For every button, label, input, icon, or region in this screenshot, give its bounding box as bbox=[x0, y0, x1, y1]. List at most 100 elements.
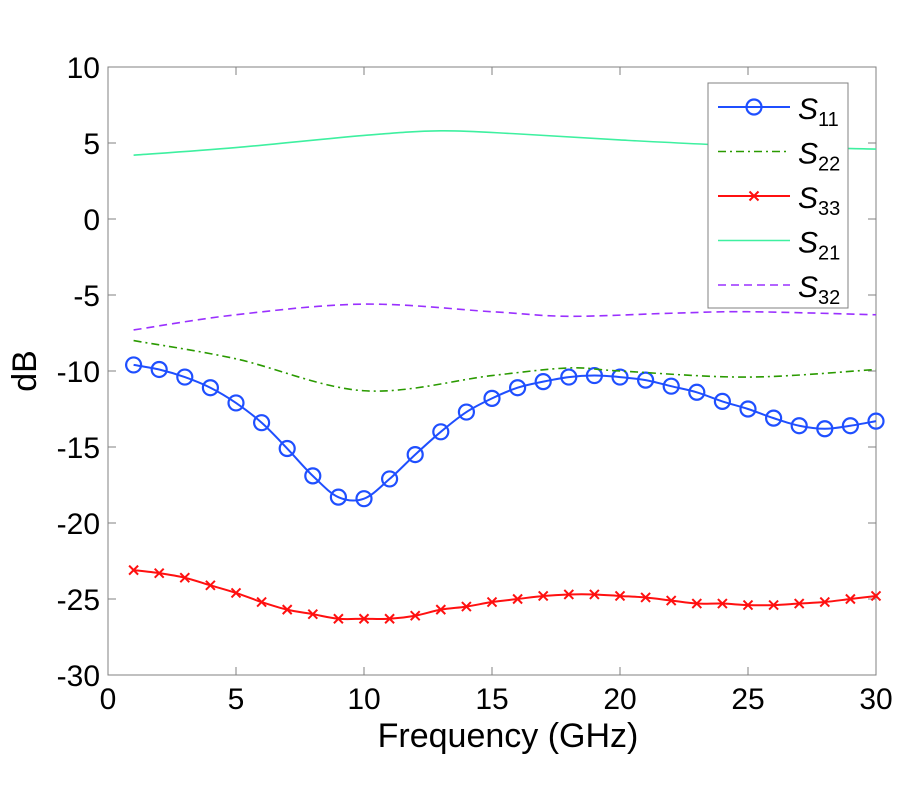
data-point bbox=[816, 420, 834, 438]
y-axis-label: dB bbox=[6, 350, 44, 392]
data-point bbox=[457, 403, 475, 421]
data-point bbox=[508, 379, 527, 397]
data-point bbox=[358, 613, 370, 624]
x-tick-label: 30 bbox=[859, 683, 892, 716]
y-tick-label: -30 bbox=[57, 660, 100, 693]
data-point bbox=[790, 417, 808, 435]
data-point bbox=[845, 593, 856, 605]
data-point bbox=[409, 610, 421, 621]
y-tick-label: -20 bbox=[57, 508, 100, 541]
data-point bbox=[256, 596, 267, 608]
data-point bbox=[483, 389, 501, 407]
data-point bbox=[870, 590, 882, 602]
x-tick-label: 10 bbox=[347, 683, 380, 716]
legend-label-subscript: 21 bbox=[818, 243, 840, 265]
x-tick-label: 15 bbox=[475, 683, 508, 716]
legend-label-subscript: 11 bbox=[818, 109, 839, 131]
x-axis-label: Frequency (GHz) bbox=[378, 717, 639, 755]
data-point bbox=[227, 394, 245, 412]
legend-label: S21 bbox=[798, 227, 840, 265]
data-point bbox=[662, 377, 680, 395]
legend-label-main: S bbox=[798, 138, 818, 171]
y-tick-label: -25 bbox=[57, 584, 100, 617]
legend-label: S33 bbox=[798, 182, 840, 220]
data-point bbox=[534, 373, 552, 391]
y-tick-label: 10 bbox=[67, 52, 100, 85]
data-point bbox=[329, 488, 347, 506]
data-point bbox=[304, 467, 322, 485]
y-tick-label: -15 bbox=[57, 432, 100, 465]
data-point bbox=[742, 599, 754, 611]
data-point bbox=[230, 587, 242, 599]
legend-label-subscript: 22 bbox=[818, 154, 840, 176]
legend-entry: S11 bbox=[718, 93, 839, 131]
data-point bbox=[614, 590, 626, 602]
series-S32 bbox=[133, 303, 877, 331]
data-point bbox=[153, 567, 165, 579]
data-point bbox=[713, 392, 732, 410]
legend-label: S32 bbox=[798, 271, 840, 309]
legend-label-subscript: 33 bbox=[818, 198, 840, 220]
legend-label-main: S bbox=[798, 182, 818, 215]
data-point bbox=[253, 414, 271, 432]
data-point bbox=[307, 608, 319, 620]
legend-label-subscript: 32 bbox=[818, 287, 840, 309]
y-tick-label: 5 bbox=[83, 128, 100, 161]
data-point bbox=[665, 595, 677, 606]
data-point bbox=[688, 383, 706, 401]
legend-label: S22 bbox=[798, 138, 840, 176]
data-point bbox=[560, 368, 578, 386]
data-point bbox=[585, 366, 604, 385]
y-tick-label: -10 bbox=[57, 356, 100, 389]
data-point bbox=[432, 423, 450, 441]
data-point bbox=[201, 379, 219, 397]
data-point bbox=[281, 604, 293, 615]
series-S22 bbox=[133, 339, 877, 392]
legend-entry: S22 bbox=[718, 138, 840, 176]
data-point bbox=[717, 598, 728, 609]
legend-label-main: S bbox=[798, 271, 818, 304]
data-point bbox=[512, 593, 523, 605]
legend-marker bbox=[745, 98, 763, 116]
data-point bbox=[406, 446, 424, 464]
data-point bbox=[768, 599, 779, 611]
series-S33 bbox=[128, 564, 882, 624]
data-point bbox=[691, 598, 703, 609]
data-point bbox=[176, 368, 194, 386]
data-point bbox=[384, 613, 395, 624]
data-point bbox=[793, 598, 805, 609]
data-point bbox=[739, 400, 757, 418]
legend-entry: S33 bbox=[718, 182, 840, 220]
data-point bbox=[589, 589, 600, 600]
data-point bbox=[125, 356, 143, 374]
data-point bbox=[563, 589, 575, 600]
legend-entry: S21 bbox=[718, 227, 840, 265]
data-point bbox=[611, 368, 629, 386]
data-point bbox=[537, 590, 549, 602]
data-point bbox=[640, 592, 651, 603]
data-point bbox=[381, 470, 399, 488]
series-S11 bbox=[125, 356, 885, 508]
x-tick-label: 20 bbox=[603, 683, 636, 716]
data-point bbox=[435, 604, 447, 615]
y-tick-label: -5 bbox=[73, 280, 100, 313]
series-line bbox=[133, 569, 877, 621]
data-point bbox=[205, 580, 216, 591]
data-point bbox=[150, 360, 168, 379]
data-point bbox=[128, 564, 139, 576]
data-point bbox=[841, 417, 860, 435]
data-point bbox=[867, 412, 885, 430]
x-tick-label: 25 bbox=[731, 683, 764, 716]
data-point bbox=[179, 572, 191, 583]
x-tick-label: 5 bbox=[228, 683, 245, 716]
data-point bbox=[355, 490, 373, 508]
data-point bbox=[333, 613, 344, 624]
data-point bbox=[486, 596, 498, 608]
legend-entry: S32 bbox=[718, 271, 840, 309]
data-point bbox=[764, 409, 783, 427]
data-point bbox=[278, 439, 296, 458]
data-point bbox=[819, 596, 831, 608]
y-tick-label: 0 bbox=[83, 204, 100, 237]
